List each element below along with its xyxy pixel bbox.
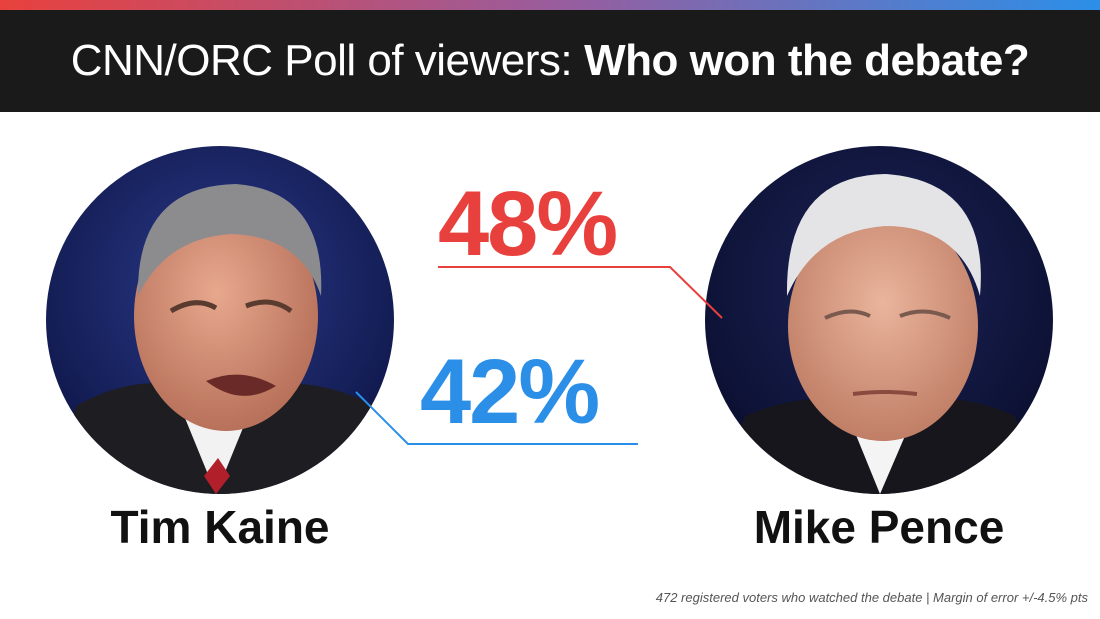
pence-portrait [705,146,1053,494]
footnote: 472 registered voters who watched the de… [655,590,1088,605]
title-light: CNN/ORC Poll of viewers: [70,36,573,85]
page-title: CNN/ORC Poll of viewers: Who won the deb… [0,10,1100,112]
kaine-portrait [46,146,394,494]
pence-name: Mike Pence [753,501,1005,553]
pence-percentage: 48% [438,173,618,275]
kaine-name: Tim Kaine [110,501,330,553]
title-bold: Who won the debate? [584,36,1030,85]
kaine-percentage: 42% [420,341,600,443]
top-gradient-bar [0,0,1100,10]
